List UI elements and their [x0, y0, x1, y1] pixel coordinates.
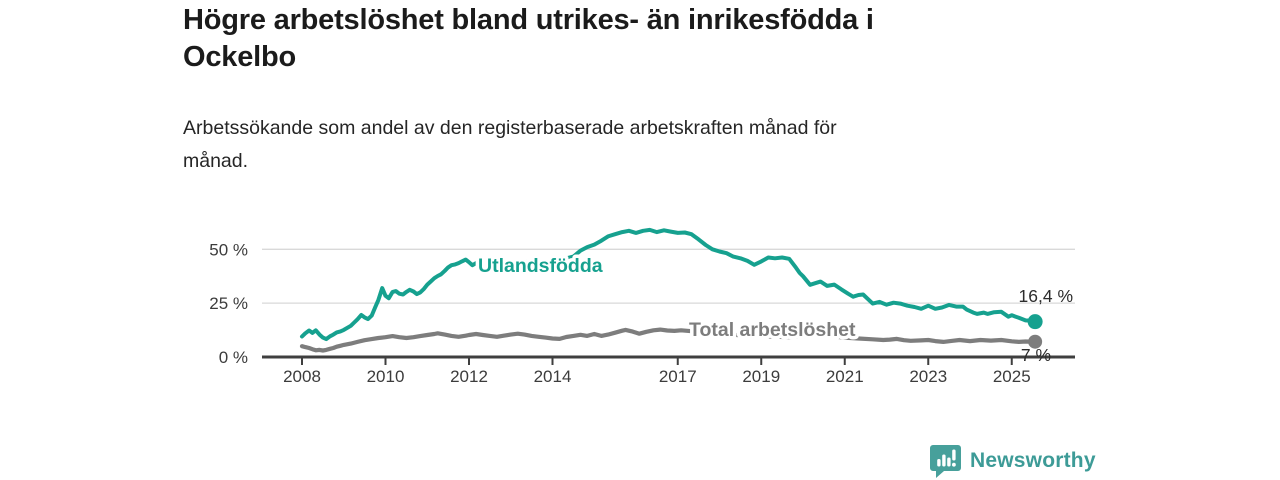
bar-1 — [937, 459, 941, 467]
x-tick-label-2008: 2008 — [283, 367, 321, 386]
exclamation-stem — [952, 449, 956, 461]
x-tick-label-2025: 2025 — [993, 367, 1031, 386]
series-label-utlandsfodda: Utlandsfödda — [478, 255, 603, 277]
series-line-total — [299, 327, 1038, 353]
bar-2 — [942, 454, 946, 467]
chart-subtitle-line-2: månad. — [183, 150, 249, 172]
series-line-utlandsfodda — [300, 227, 1038, 342]
y-tick-label-50: 50 % — [209, 240, 248, 259]
chart-title: Högre arbetslöshet bland utrikes- än inr… — [183, 2, 1043, 76]
end-dot-utlandsfodda — [1027, 314, 1043, 330]
newsworthy-logo: Newsworthy — [930, 444, 1096, 478]
exclamation-dot — [952, 462, 956, 467]
chart-subtitle: Arbetssökande som andel av den registerb… — [183, 112, 1063, 178]
end-value-label-total: 7 % — [1021, 345, 1051, 365]
brand-name: Newsworthy — [970, 449, 1096, 472]
x-tick-label-2012: 2012 — [450, 367, 488, 386]
y-tick-label-0: 0 % — [219, 348, 248, 367]
chart-subtitle-line-1: Arbetssökande som andel av den registerb… — [183, 117, 837, 139]
x-tick-label-2014: 2014 — [534, 367, 572, 386]
y-tick-label-25: 25 % — [209, 294, 248, 313]
x-tick-label-2019: 2019 — [742, 367, 780, 386]
bar-chart-speech-bubble-icon — [930, 445, 961, 478]
series-label-total: Total arbetslöshet — [689, 319, 856, 341]
x-tick-label-2023: 2023 — [909, 367, 947, 386]
end-dot-total — [1028, 334, 1043, 349]
chart-title-line-2: Ockelbo — [183, 41, 297, 73]
x-tick-label-2010: 2010 — [367, 367, 405, 386]
chart-title-line-1: Högre arbetslöshet bland utrikes- än inr… — [183, 4, 874, 36]
end-value-label-utlandsfodda: 16,4 % — [1019, 286, 1073, 306]
bar-3 — [947, 457, 951, 467]
x-tick-label-2017: 2017 — [659, 367, 697, 386]
x-tick-label-2021: 2021 — [826, 367, 864, 386]
